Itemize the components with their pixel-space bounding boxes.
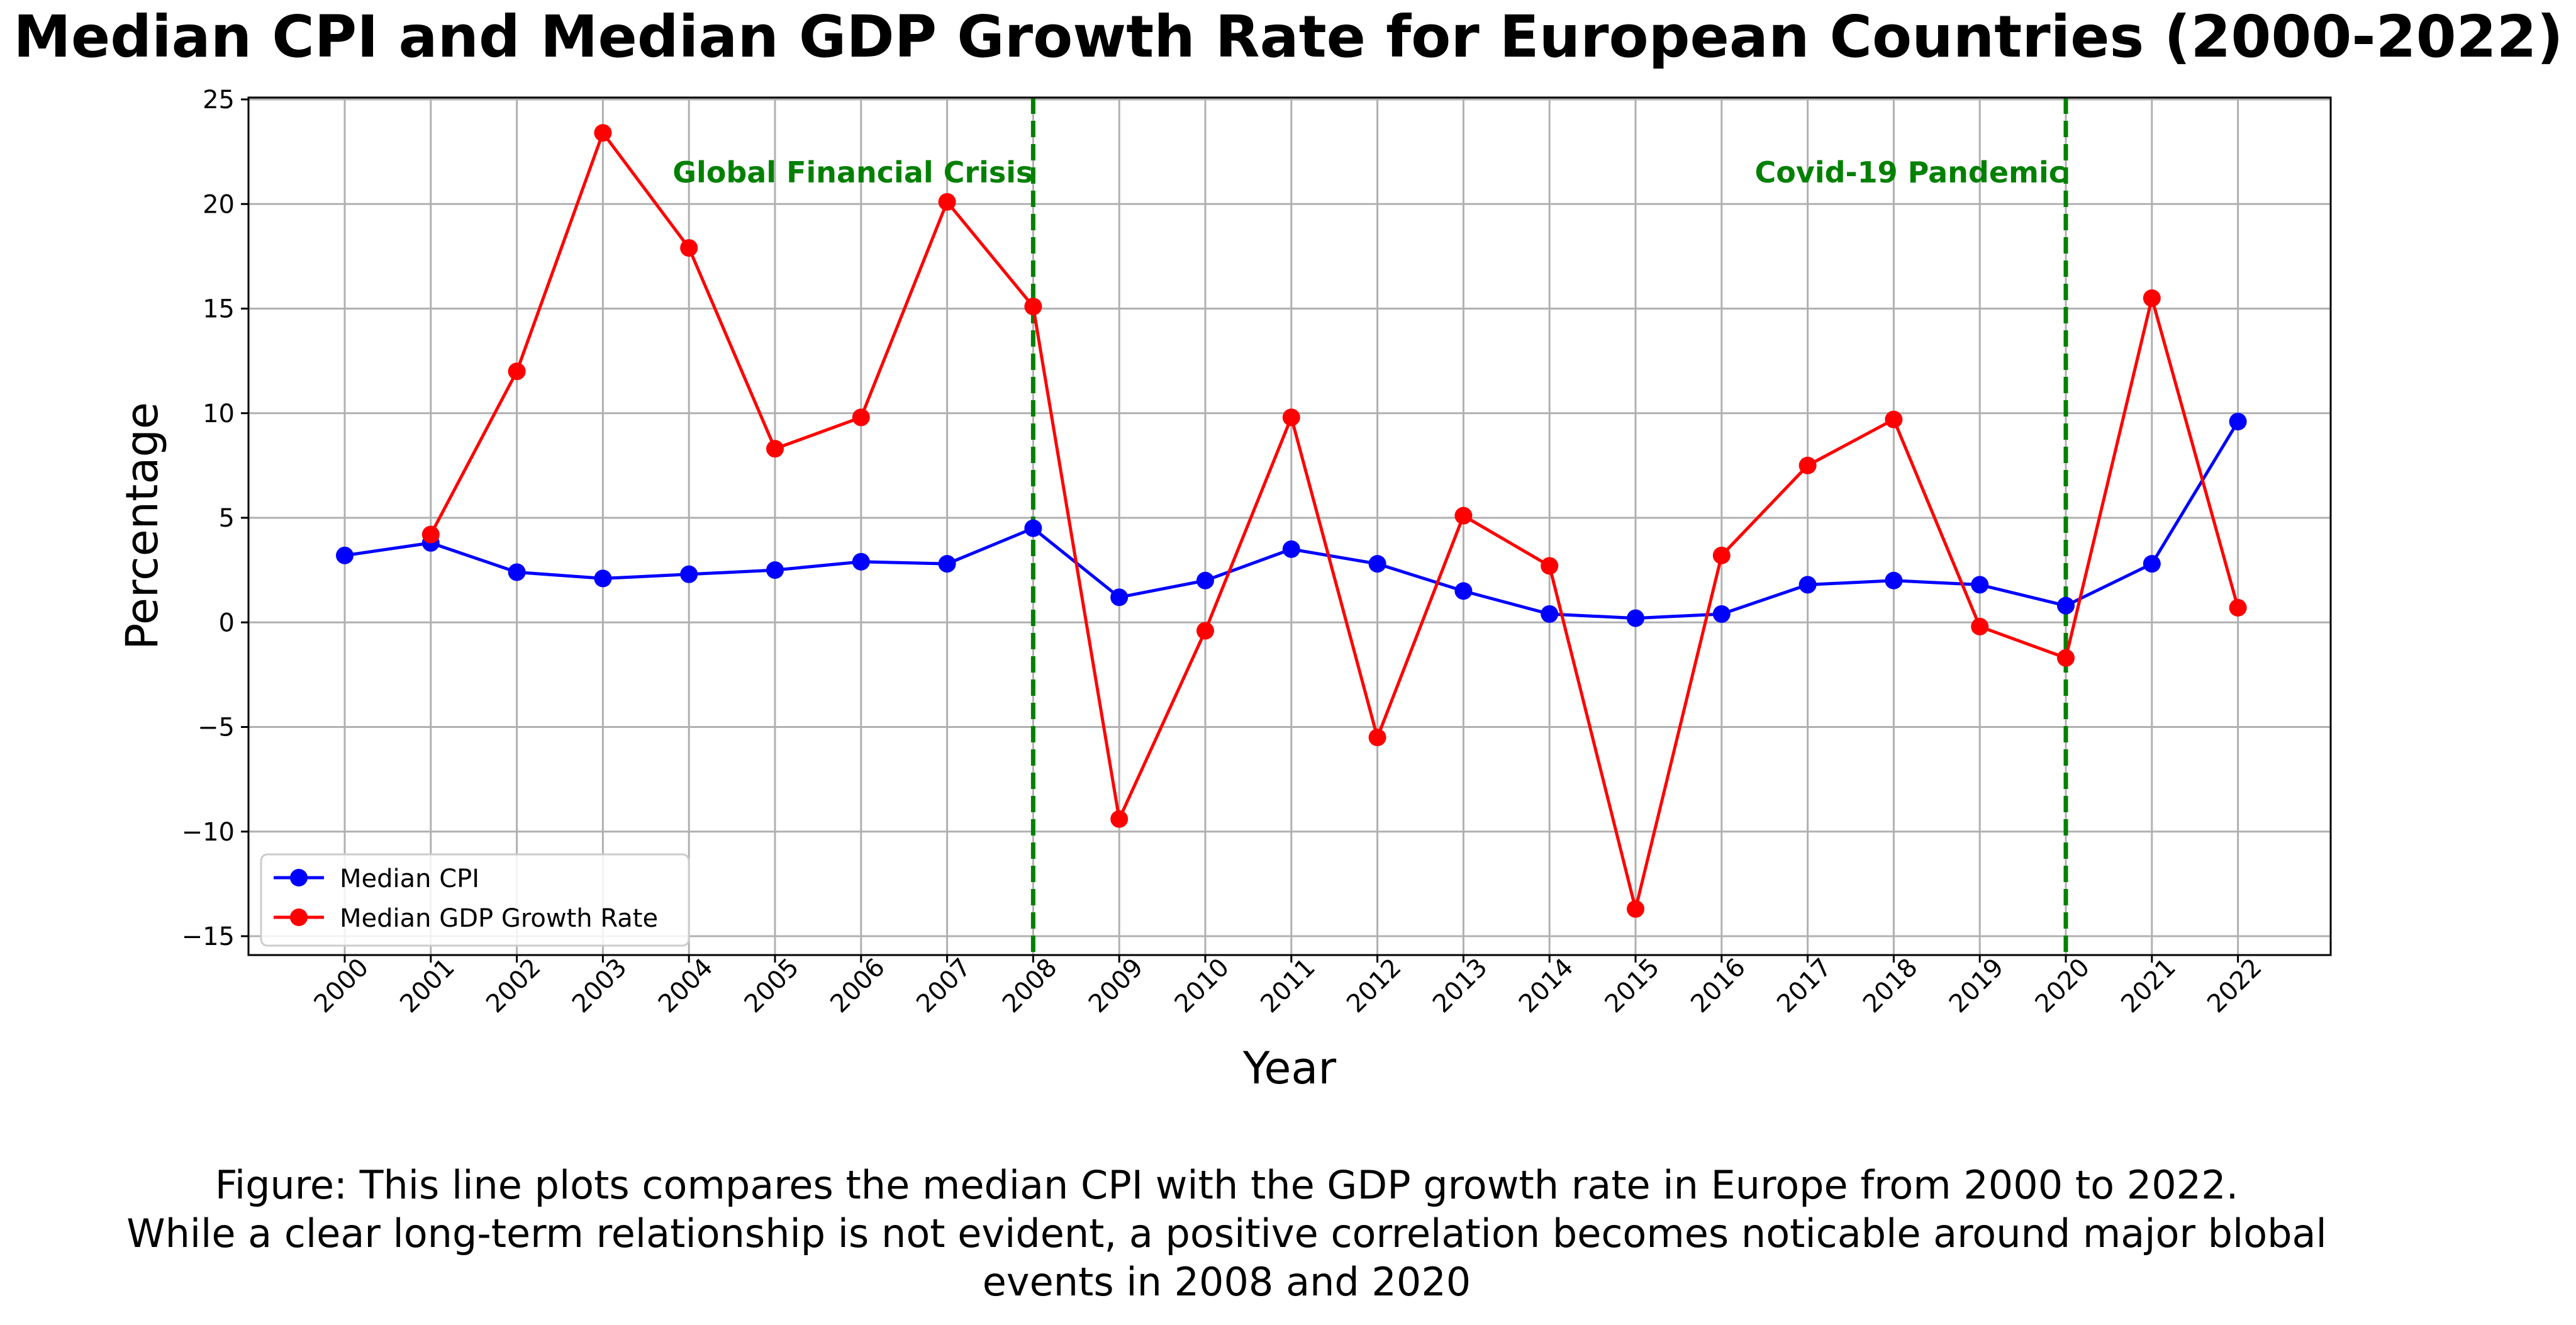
x-tick-label: 2008	[997, 953, 1063, 1019]
x-tick-label: 2006	[825, 953, 891, 1019]
cpi-point	[508, 563, 526, 581]
legend-marker-gdp	[290, 908, 308, 926]
x-tick-label: 2005	[739, 953, 805, 1019]
x-tick-label: 2000	[309, 953, 375, 1019]
chart-title: Median CPI and Median GDP Growth Rate fo…	[13, 3, 2563, 70]
x-axis-label: Year	[1242, 1043, 1336, 1094]
annotations: Global Financial Crisis Covid-19 Pandemic	[672, 155, 2066, 189]
legend-label-cpi: Median CPI	[340, 864, 479, 893]
gdp-point	[1454, 506, 1473, 525]
y-tick-label: −10	[182, 818, 235, 847]
cpi-point	[1971, 576, 1989, 594]
x-tick-label: 2001	[394, 953, 460, 1019]
y-tick-label: 20	[203, 190, 235, 219]
cpi-point	[2057, 596, 2075, 615]
gdp-point	[1627, 900, 1644, 918]
gdp-point	[1196, 622, 1214, 640]
annotation-label: Covid-19 Pandemic	[1754, 155, 2066, 189]
cpi-point	[336, 546, 354, 564]
cpi-point	[1627, 609, 1644, 627]
y-tick-label: −15	[182, 922, 235, 951]
gdp-point	[938, 193, 956, 211]
y-tick-label: 25	[203, 86, 235, 115]
gdp-point	[2057, 649, 2075, 667]
figure-caption: Figure: This line plots compares the med…	[0, 1161, 2453, 1306]
gdp-point	[421, 525, 440, 544]
cpi-point	[766, 561, 784, 579]
x-tick-label: 2012	[1341, 953, 1407, 1019]
gdp-point	[1541, 557, 1559, 575]
x-tick-label: 2016	[1685, 953, 1751, 1019]
cpi-point	[1024, 519, 1042, 537]
cpi-point	[1368, 555, 1386, 573]
x-tick-label: 2018	[1858, 953, 1924, 1019]
annotation-label: Global Financial Crisis	[672, 155, 1033, 189]
x-tick-label: 2022	[2202, 953, 2268, 1019]
gdp-point	[1712, 546, 1731, 564]
x-tick-label: 2013	[1427, 953, 1493, 1019]
cpi-point	[1196, 571, 1214, 590]
legend-marker-cpi	[290, 869, 308, 886]
y-tick-label: 0	[219, 608, 235, 637]
legend: Median CPI Median GDP Growth Rate	[260, 853, 690, 947]
x-tick-label: 2014	[1514, 953, 1580, 1019]
cpi-point	[1282, 540, 1300, 558]
x-tick-label: 2021	[2116, 953, 2182, 1019]
gdp-point	[766, 440, 784, 458]
y-tick-label: 10	[203, 400, 235, 428]
cpi-point	[1454, 582, 1473, 600]
cpi-point	[938, 555, 956, 573]
cpi-point	[2143, 555, 2161, 573]
gdp-point	[1885, 410, 1903, 428]
y-axis-label: Percentage	[116, 402, 168, 650]
gdp-point	[508, 362, 526, 381]
cpi-point	[1798, 576, 1817, 594]
grid	[248, 98, 2331, 955]
gdp-line	[429, 131, 2240, 911]
gdp-point	[680, 239, 698, 257]
y-tick-label: 5	[219, 504, 235, 533]
x-tick-label: 2010	[1169, 953, 1235, 1019]
gdp-point	[1971, 617, 1989, 635]
x-tick-label: 2019	[1944, 953, 2010, 1019]
cpi-point	[680, 565, 698, 583]
caption-line-1: Figure: This line plots compares the med…	[215, 1162, 2239, 1208]
cpi-point	[594, 569, 612, 588]
x-tick-label: 2007	[911, 953, 977, 1019]
legend-label-gdp: Median GDP Growth Rate	[340, 904, 658, 933]
cpi-point	[1110, 588, 1129, 607]
cpi-point	[2229, 413, 2247, 431]
gdp-point	[2143, 289, 2161, 307]
gdp-point	[2229, 598, 2247, 617]
series-layer	[336, 124, 2247, 918]
gdp-point	[1798, 456, 1817, 474]
gdp-point	[1282, 408, 1300, 427]
x-tick-label: 2002	[481, 953, 547, 1019]
gdp-point	[1024, 298, 1042, 316]
gdp-point	[594, 124, 612, 142]
line-chart: Median CPI and Median GDP Growth Rate fo…	[13, 3, 2563, 1094]
y-tick-label: −5	[198, 713, 235, 742]
x-tick-label: 2020	[2030, 953, 2096, 1019]
y-tick-label: 15	[203, 295, 235, 324]
gdp-point	[1110, 810, 1129, 828]
gdp-point	[852, 408, 870, 427]
caption-line-2: While a clear long-term relationship is …	[126, 1210, 2327, 1256]
cpi-point	[852, 552, 870, 571]
x-tick-label: 2009	[1083, 953, 1149, 1019]
x-tick-label: 2003	[567, 953, 633, 1019]
cpi-point	[1885, 571, 1903, 590]
legend-box	[260, 853, 690, 947]
cpi-point	[1712, 605, 1731, 623]
plot-frame	[247, 96, 2332, 956]
caption-line-3: events in 2008 and 2020	[982, 1259, 1471, 1305]
x-tick-label: 2017	[1771, 953, 1837, 1019]
cpi-point	[1541, 605, 1559, 623]
x-tick-label: 2004	[653, 953, 719, 1019]
x-tick-label: 2011	[1255, 953, 1321, 1019]
gdp-point	[1368, 729, 1386, 747]
x-tick-label: 2015	[1600, 953, 1666, 1019]
